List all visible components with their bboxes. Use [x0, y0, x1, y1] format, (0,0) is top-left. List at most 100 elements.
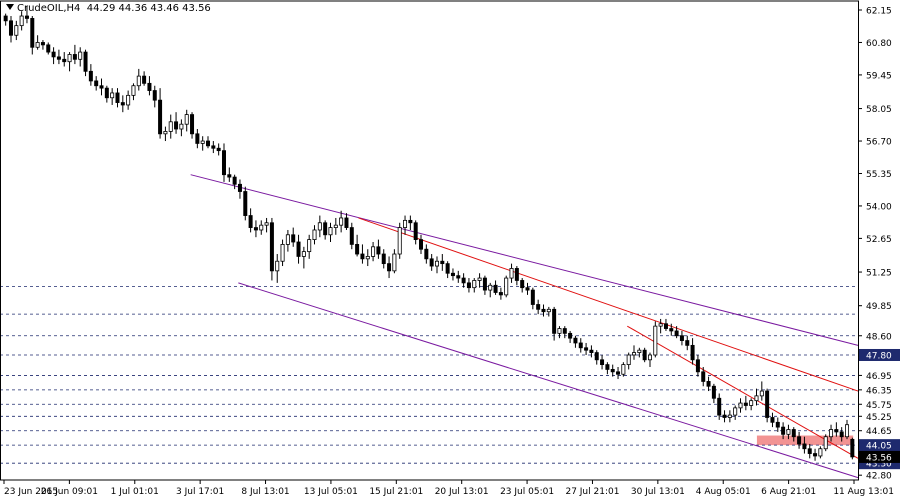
symbol-label: CrudeOIL,H4 [17, 3, 81, 14]
candle-body [259, 224, 264, 231]
candle-body [72, 54, 77, 60]
candle-body [200, 140, 205, 144]
candle-body [62, 58, 67, 63]
candle-body [706, 381, 711, 387]
y-tick-label: 45.25 [866, 413, 892, 423]
candle-body [275, 260, 280, 272]
candle-body [733, 407, 738, 416]
candle-body [829, 429, 834, 438]
candle-body [802, 443, 807, 450]
candle-body [30, 18, 35, 48]
candle-body [296, 241, 301, 257]
candle-body [754, 395, 759, 402]
y-tick-label: 46.95 [866, 372, 892, 382]
dropdown-triangle-icon[interactable] [6, 4, 14, 10]
y-tick-label: 44.05 [866, 442, 892, 452]
trendline-resistance-2[interactable] [627, 325, 859, 459]
candle-body [568, 332, 573, 339]
candle-body [221, 150, 226, 176]
y-tick-label: 51.25 [866, 269, 892, 279]
candle-body [791, 429, 796, 438]
candle-body [573, 337, 578, 344]
candle-body [78, 51, 83, 60]
x-tick-label: 13 Jul 05:01 [304, 487, 358, 497]
candle-body [775, 421, 780, 428]
candle-body [653, 325, 658, 356]
support-zone [756, 435, 854, 446]
candle-body [685, 340, 690, 346]
candle-body [419, 239, 424, 250]
y-tick-label-bg [859, 439, 900, 452]
candle-body [184, 114, 189, 125]
candle-body [413, 222, 418, 240]
candle-body [179, 123, 184, 130]
candle-body [450, 272, 455, 277]
candle-body [120, 102, 125, 106]
candle-body [280, 244, 285, 262]
candle-body [472, 280, 477, 289]
candle-body [190, 114, 195, 135]
y-tick-label: 46.35 [866, 386, 892, 396]
candle-body [317, 222, 322, 231]
candle-body [248, 215, 253, 228]
trendline-resistance-1[interactable] [358, 217, 859, 392]
candle-body [482, 277, 487, 291]
candle-body [637, 349, 642, 353]
current-price-label: 43.56 [866, 453, 892, 463]
candle-body [285, 234, 290, 245]
candle-body [381, 253, 386, 265]
candle-body [328, 227, 333, 236]
candle-body [371, 246, 376, 257]
candle-body [743, 402, 748, 406]
candle-body [621, 364, 626, 375]
candle-body [557, 328, 562, 334]
candle-body [3, 15, 8, 22]
candle-body [445, 263, 450, 274]
candle-body [307, 239, 312, 253]
candle-body [323, 222, 328, 236]
candle-body [434, 260, 439, 267]
candle-body [605, 364, 610, 370]
x-tick-label: 23 Jul 05:01 [500, 487, 554, 497]
candle-body [781, 426, 786, 435]
candle-body [765, 390, 770, 418]
candle-body [333, 224, 338, 228]
candle-body [616, 371, 621, 375]
candle-body [818, 448, 823, 457]
candle-body [663, 323, 668, 329]
candle-body [110, 92, 115, 99]
y-tick-label: 54.00 [866, 202, 892, 212]
candle-body [237, 183, 242, 192]
y-tick-label: 62.15 [866, 7, 892, 17]
x-tick-label: 1 Jul 01:01 [111, 487, 159, 497]
candle-body [365, 256, 370, 260]
candle-body [642, 349, 647, 361]
candle-body [786, 429, 791, 435]
candle-body [610, 369, 615, 373]
candle-body [339, 217, 344, 226]
candle-body [158, 99, 163, 135]
candle-body [163, 131, 168, 135]
candle-body [94, 80, 99, 87]
candle-body [669, 328, 674, 332]
candle-body [514, 268, 519, 281]
candle-body [424, 248, 429, 260]
candle-body [211, 145, 216, 149]
candle-body [46, 44, 51, 53]
candle-body [679, 335, 684, 341]
candle-body [88, 70, 93, 82]
trendline-channel-upper[interactable] [190, 174, 859, 346]
candle-body [807, 448, 812, 454]
candle-body [477, 277, 482, 281]
x-tick-label: 11 Aug 13:01 [833, 487, 894, 497]
candle-body [24, 15, 29, 19]
candle-body [104, 87, 109, 99]
x-tick-label: 15 Jul 21:01 [369, 487, 423, 497]
candle-body [243, 191, 248, 216]
candle-body [509, 268, 514, 279]
candle-body [429, 258, 434, 267]
y-tick-label-bg [859, 348, 900, 361]
y-tick-label: 45.75 [866, 401, 892, 411]
trendline-channel-lower[interactable] [238, 282, 859, 479]
candle-body [291, 234, 296, 243]
